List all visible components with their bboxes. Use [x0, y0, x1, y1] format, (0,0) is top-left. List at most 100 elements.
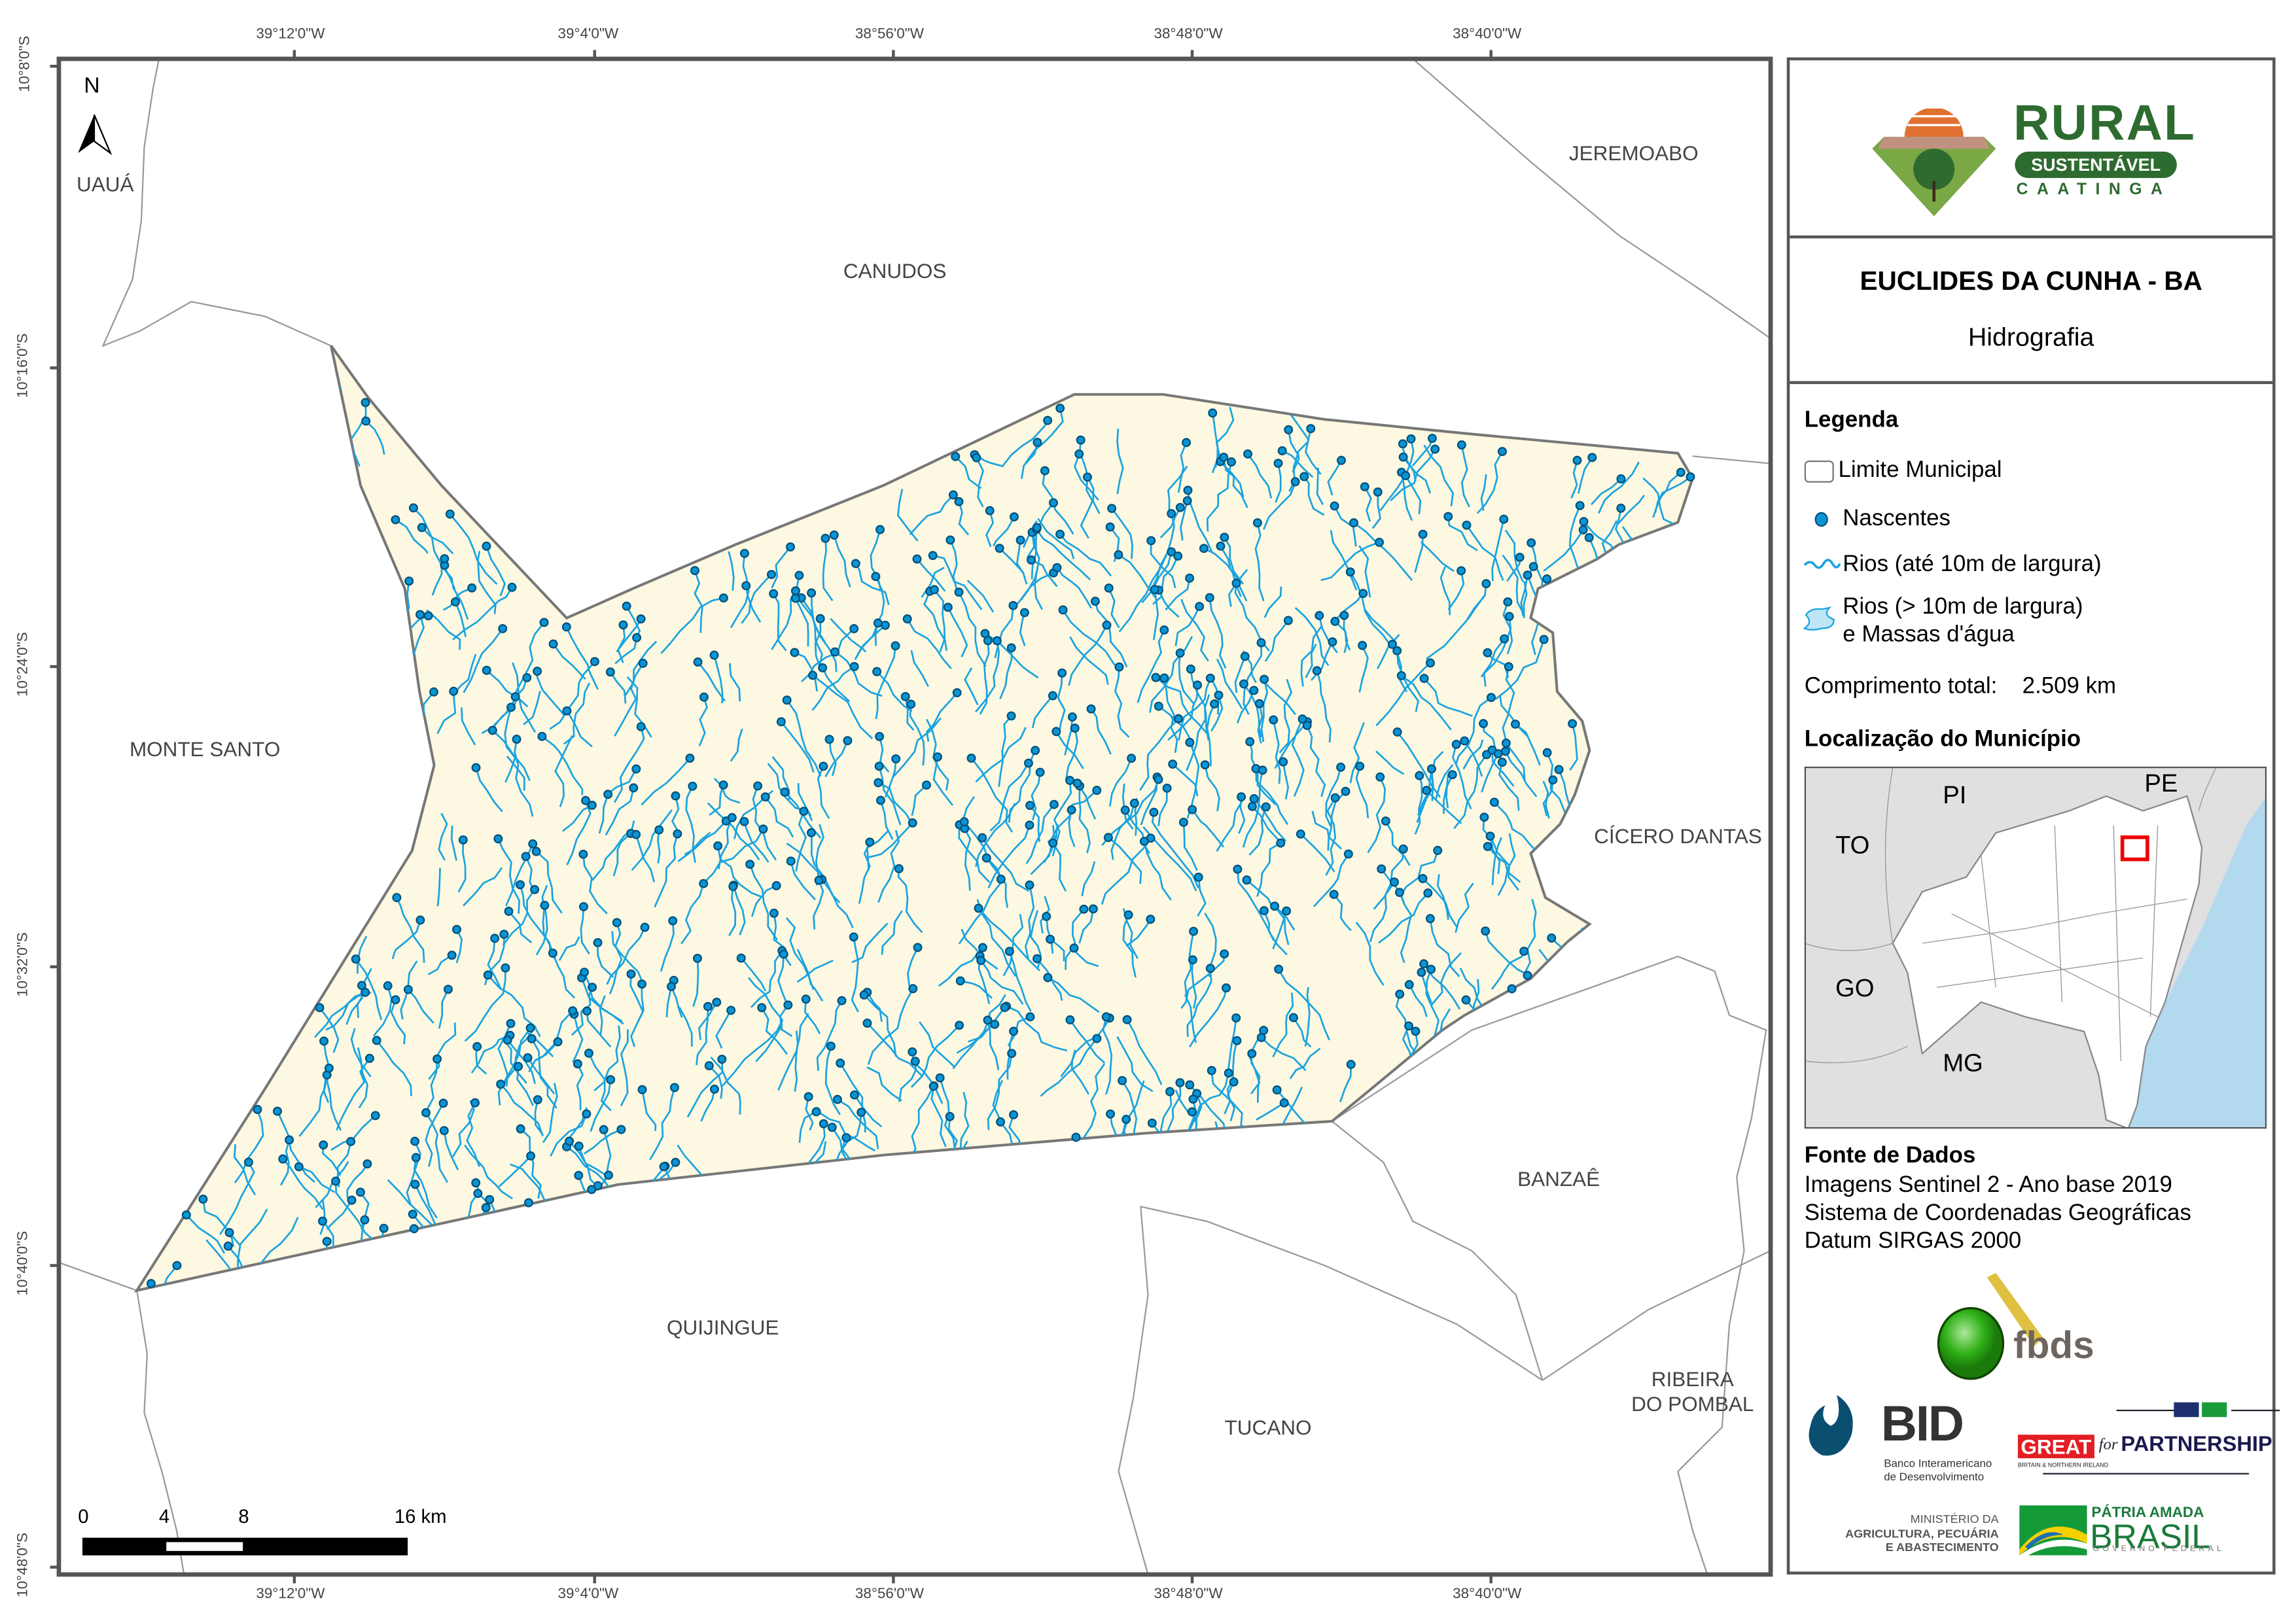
spring-point [409, 1224, 419, 1234]
river-segment [919, 1021, 956, 1068]
river-segment [549, 661, 596, 730]
river-segment [1408, 984, 1428, 1017]
river-segment [520, 1128, 542, 1199]
spring-point [849, 661, 859, 671]
river-segment [786, 699, 822, 777]
river-segment [582, 854, 608, 915]
spring-point [1406, 434, 1416, 444]
river-segment [970, 758, 1014, 833]
spring-point [1092, 1034, 1102, 1043]
spring-point [1398, 844, 1408, 854]
logo-title: RURAL [2013, 96, 2197, 152]
spring-point [1425, 914, 1435, 924]
river-segment [1429, 918, 1460, 977]
spring-point [362, 1159, 372, 1169]
spring-point [819, 761, 828, 771]
river-segment [1601, 520, 1617, 555]
river-segment [234, 1109, 264, 1183]
river-segment [592, 820, 635, 881]
spring-point [906, 699, 916, 709]
scale-tick-16: 16 km [394, 1505, 447, 1527]
river-segment [974, 640, 1000, 713]
spring-point [1358, 640, 1368, 650]
spring-point [709, 1084, 719, 1094]
river-segment [617, 625, 626, 663]
spring-point [1501, 739, 1511, 748]
spring-point [1239, 679, 1248, 689]
spring-point [668, 916, 678, 926]
location-inset-map[interactable] [1804, 766, 2267, 1129]
main-map[interactable] [0, 0, 1781, 1623]
spring-point [671, 791, 680, 801]
spring-point [959, 817, 969, 827]
spring-point [976, 956, 986, 966]
spring-point [181, 1210, 191, 1220]
spring-point [1118, 1075, 1127, 1085]
spring-point [1433, 846, 1443, 856]
spring-point [1122, 1015, 1132, 1024]
spring-point [673, 829, 682, 839]
spring-point [832, 1094, 842, 1104]
spring-point [1507, 984, 1517, 994]
river-segment [810, 832, 826, 879]
spring-point [1067, 805, 1076, 815]
river-segment [1291, 718, 1305, 797]
river-segment [563, 682, 591, 745]
river-segment [985, 510, 995, 548]
spring-point [1616, 474, 1626, 483]
river-segment [1282, 761, 1290, 800]
river-segment [1243, 642, 1263, 715]
river-segment [1068, 624, 1108, 686]
spring-point [1426, 764, 1436, 774]
spring-point [1101, 1012, 1111, 1022]
river-segment [960, 980, 993, 999]
river-segment [692, 958, 699, 1007]
river-segment [1491, 519, 1505, 582]
spring-point [1481, 926, 1491, 936]
river-segment [1459, 968, 1487, 1013]
spring-point [548, 639, 558, 649]
river-segment [451, 654, 477, 697]
river-segment [892, 717, 942, 778]
spring-point [410, 1136, 420, 1146]
river-segment [874, 576, 885, 646]
spring-point [438, 1098, 448, 1108]
spring-point [1006, 711, 1016, 721]
spring-point [539, 618, 549, 627]
spring-point [1083, 472, 1092, 482]
river-segment [1480, 474, 1487, 511]
spring-point [1104, 583, 1114, 593]
spring-point [690, 566, 699, 576]
spring-point [776, 717, 786, 727]
river-segment [455, 929, 463, 964]
river-segment [708, 1065, 723, 1099]
river-segment [958, 824, 991, 883]
spring-point [1290, 477, 1300, 487]
source-line-3: Datum SIRGAS 2000 [1804, 1229, 2022, 1254]
spring-point [1079, 904, 1089, 914]
river-segment [425, 1112, 448, 1183]
total-length-label: Comprimento total: [1804, 674, 1998, 699]
spring-point [1404, 1021, 1413, 1031]
spring-point [637, 979, 647, 989]
river-segment [1570, 460, 1578, 499]
spring-point [319, 1140, 328, 1150]
spring-point [473, 1189, 483, 1198]
spring-point [1355, 761, 1365, 771]
river-segment [1059, 533, 1112, 577]
state-to: TO [1835, 831, 1870, 860]
spring-point [1430, 444, 1440, 454]
river-segment [1050, 938, 1065, 962]
river-segment [1282, 449, 1314, 478]
river-segment [219, 1161, 255, 1235]
river-segment [1037, 517, 1075, 559]
spring-point [587, 800, 597, 810]
river-segment [748, 977, 793, 1038]
spring-point [605, 667, 615, 677]
river-segment [1583, 521, 1618, 555]
river-segment [454, 601, 467, 637]
spring-point [1457, 440, 1466, 450]
spring-point [593, 1181, 603, 1191]
river-segment [426, 609, 461, 650]
spring-point [1686, 472, 1695, 481]
